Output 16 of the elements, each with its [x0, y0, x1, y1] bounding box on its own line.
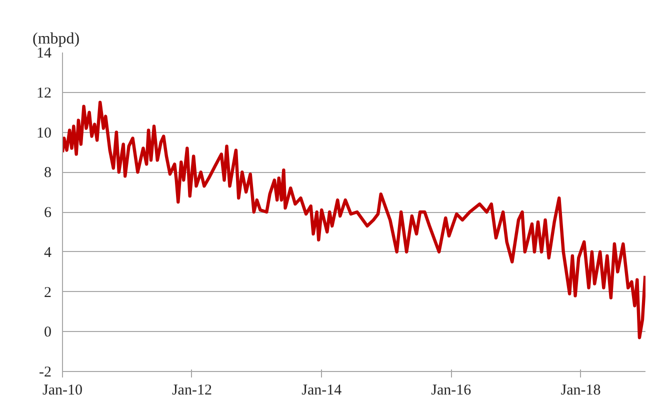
y-tick-label: 12 — [36, 85, 52, 102]
y-tick-label: 8 — [44, 165, 52, 182]
x-tick-label: Jan-14 — [302, 382, 342, 398]
x-tick-label: Jan-10 — [42, 382, 83, 398]
y-tick-label: 0 — [44, 324, 52, 341]
y-tick-label: 2 — [44, 284, 52, 301]
x-tick-label: Jan-18 — [560, 382, 601, 398]
y-tick-label: 14 — [36, 46, 52, 62]
x-tick-label: Jan-12 — [172, 382, 212, 398]
x-tick-label: Jan-16 — [431, 382, 472, 398]
y-tick-label: 4 — [44, 244, 52, 261]
y-axis-title: (mbpd) — [32, 30, 80, 48]
line-series — [62, 100, 646, 340]
y-tick-label: 10 — [36, 125, 52, 142]
y-tick-label: 6 — [44, 205, 52, 221]
y-tick-label: -2 — [39, 364, 52, 380]
